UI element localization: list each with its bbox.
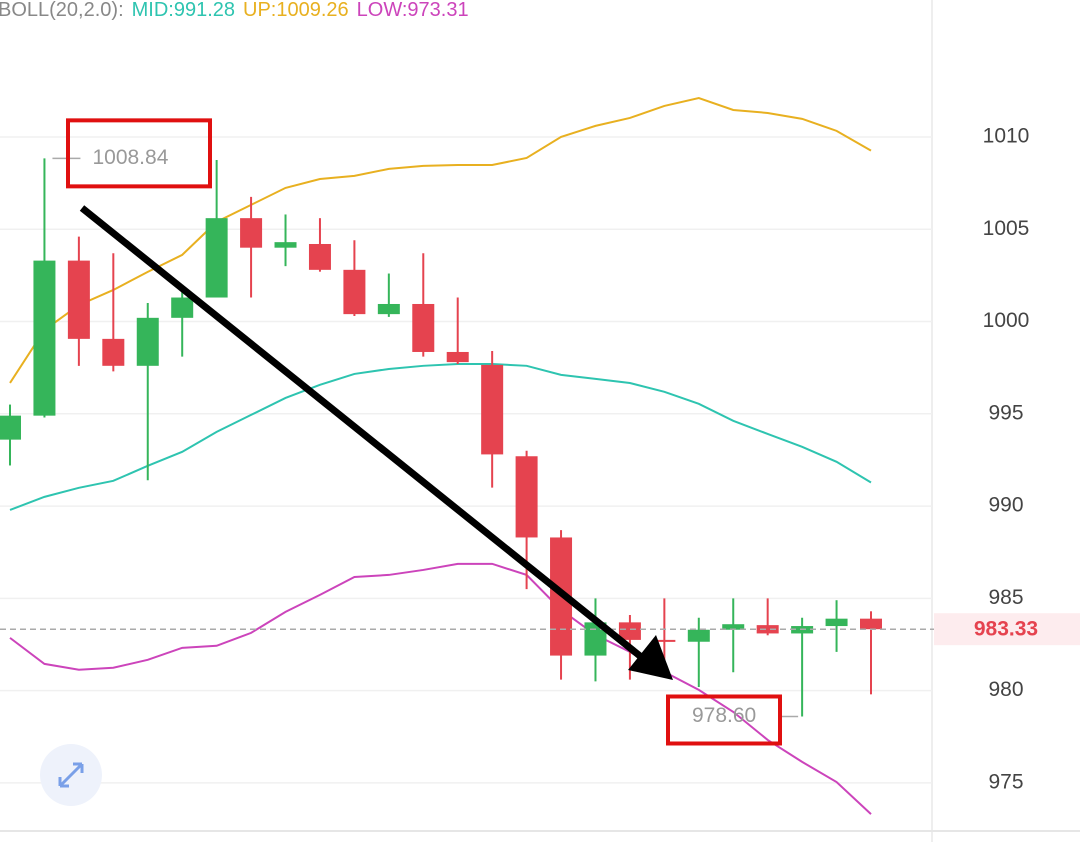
band-line bbox=[9, 562, 872, 815]
expand-button[interactable] bbox=[40, 744, 102, 806]
candle-body bbox=[653, 639, 676, 642]
y-tick-label: 985 bbox=[988, 586, 1023, 609]
candle-body bbox=[102, 338, 125, 366]
grid: 975 980 985 990 995 1000 1005 1010 bbox=[0, 124, 1029, 793]
candle-body bbox=[687, 629, 710, 642]
indicator-header: BOLL(20,2.0): MID:991.28 UP:1009.26 LOW:973… bbox=[0, 0, 469, 21]
candle-body bbox=[446, 351, 469, 363]
indicator-text: BOLL(20,2.0): bbox=[0, 0, 124, 21]
expand-icon[interactable] bbox=[58, 762, 84, 788]
indicator-text: LOW:973.31 bbox=[357, 0, 469, 21]
last-price-label: 983.33 bbox=[974, 618, 1038, 641]
candle-body bbox=[67, 260, 90, 339]
candle-body bbox=[481, 364, 504, 455]
candle-body bbox=[308, 243, 331, 270]
annotation-label: 978.60 bbox=[692, 704, 756, 727]
candle-body bbox=[0, 415, 21, 440]
trend-arrow bbox=[79, 205, 673, 680]
band-line bbox=[9, 362, 872, 511]
y-tick-label: 1000 bbox=[983, 309, 1030, 332]
candle-body bbox=[136, 317, 159, 366]
candle-body bbox=[33, 260, 56, 416]
candle-body bbox=[515, 456, 538, 538]
candle-body bbox=[618, 622, 641, 640]
y-tick-label: 990 bbox=[988, 494, 1023, 517]
candle-body bbox=[412, 303, 435, 352]
last-price-box bbox=[934, 613, 1080, 646]
arrow-head bbox=[628, 635, 673, 680]
candle-body bbox=[825, 618, 848, 627]
arrow-shaft bbox=[79, 205, 648, 663]
indicator-text: UP:1009.26 bbox=[243, 0, 349, 21]
y-tick-label: 1005 bbox=[983, 217, 1030, 240]
annotation-box bbox=[66, 118, 212, 189]
candle-body bbox=[343, 269, 366, 315]
candle-body bbox=[274, 242, 297, 248]
candle-body bbox=[584, 622, 607, 656]
y-tick-label: 980 bbox=[988, 678, 1023, 701]
candle-body bbox=[205, 218, 228, 298]
candle-body bbox=[860, 618, 882, 630]
indicator-text: MID:991.28 bbox=[132, 0, 235, 21]
annotation-box bbox=[666, 694, 782, 746]
overlay: 983.33 1008.84 978.60 bbox=[0, 118, 1080, 746]
y-tick-label: 1010 bbox=[983, 124, 1030, 147]
annotation-label: 1008.84 bbox=[92, 146, 168, 169]
candle-body bbox=[377, 303, 400, 315]
candle-body bbox=[171, 297, 194, 318]
y-tick-label: 995 bbox=[988, 401, 1023, 424]
candle-body bbox=[722, 624, 745, 630]
candles bbox=[0, 158, 882, 717]
candle-body bbox=[756, 625, 779, 634]
candle-body bbox=[240, 218, 263, 248]
y-tick-label: 975 bbox=[988, 770, 1023, 793]
